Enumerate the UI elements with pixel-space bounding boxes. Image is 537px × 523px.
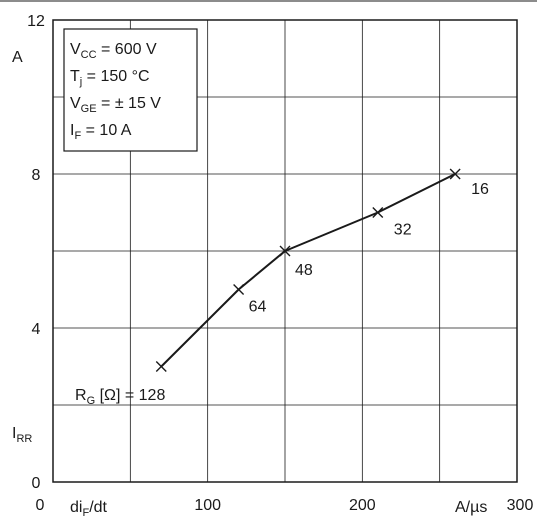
y-unit-label: A xyxy=(12,49,23,66)
conditions-box-frame xyxy=(63,28,198,152)
y-quantity-label: IRR xyxy=(12,425,32,445)
y-tick-label: 4 xyxy=(32,321,41,338)
x-quantity-label: diF/dt xyxy=(70,499,108,519)
x-unit-label: A/µs xyxy=(455,499,487,516)
data-point-label: 48 xyxy=(295,262,313,279)
condition-line: VCC = 600 V xyxy=(70,41,157,61)
x-tick-label: 200 xyxy=(349,497,376,514)
condition-line: VGE = ± 15 V xyxy=(70,95,161,115)
y-tick-label: 0 xyxy=(32,475,41,492)
data-point-marker xyxy=(372,207,384,218)
condition-line: IF = 10 A xyxy=(70,122,132,142)
data-point-marker xyxy=(155,361,167,372)
x-tick-label: 0 xyxy=(36,497,45,514)
data-point-marker xyxy=(449,168,461,180)
data-point-marker xyxy=(233,284,245,295)
data-point-label: 64 xyxy=(249,299,267,316)
x-tick-label: 300 xyxy=(507,497,534,514)
data-point-marker xyxy=(279,245,291,257)
data-point-label: 16 xyxy=(471,181,489,198)
parameter-label: RG [Ω] = 128 xyxy=(75,387,165,407)
y-tick-label: 12 xyxy=(27,13,45,30)
plot-area xyxy=(52,19,518,483)
condition-line: Tj = 150 °C xyxy=(70,68,150,88)
y-tick-label: 8 xyxy=(32,167,41,184)
conditions-box: VCC = 600 V Tj = 150 °C VGE = ± 15 V IF = 1… xyxy=(63,28,198,152)
data-point-label: 128 xyxy=(139,387,166,404)
axis-labels: A IRR diF/dt A/µs xyxy=(12,49,487,519)
x-tick-label: 100 xyxy=(194,497,221,514)
data-point-label: 32 xyxy=(394,222,412,239)
